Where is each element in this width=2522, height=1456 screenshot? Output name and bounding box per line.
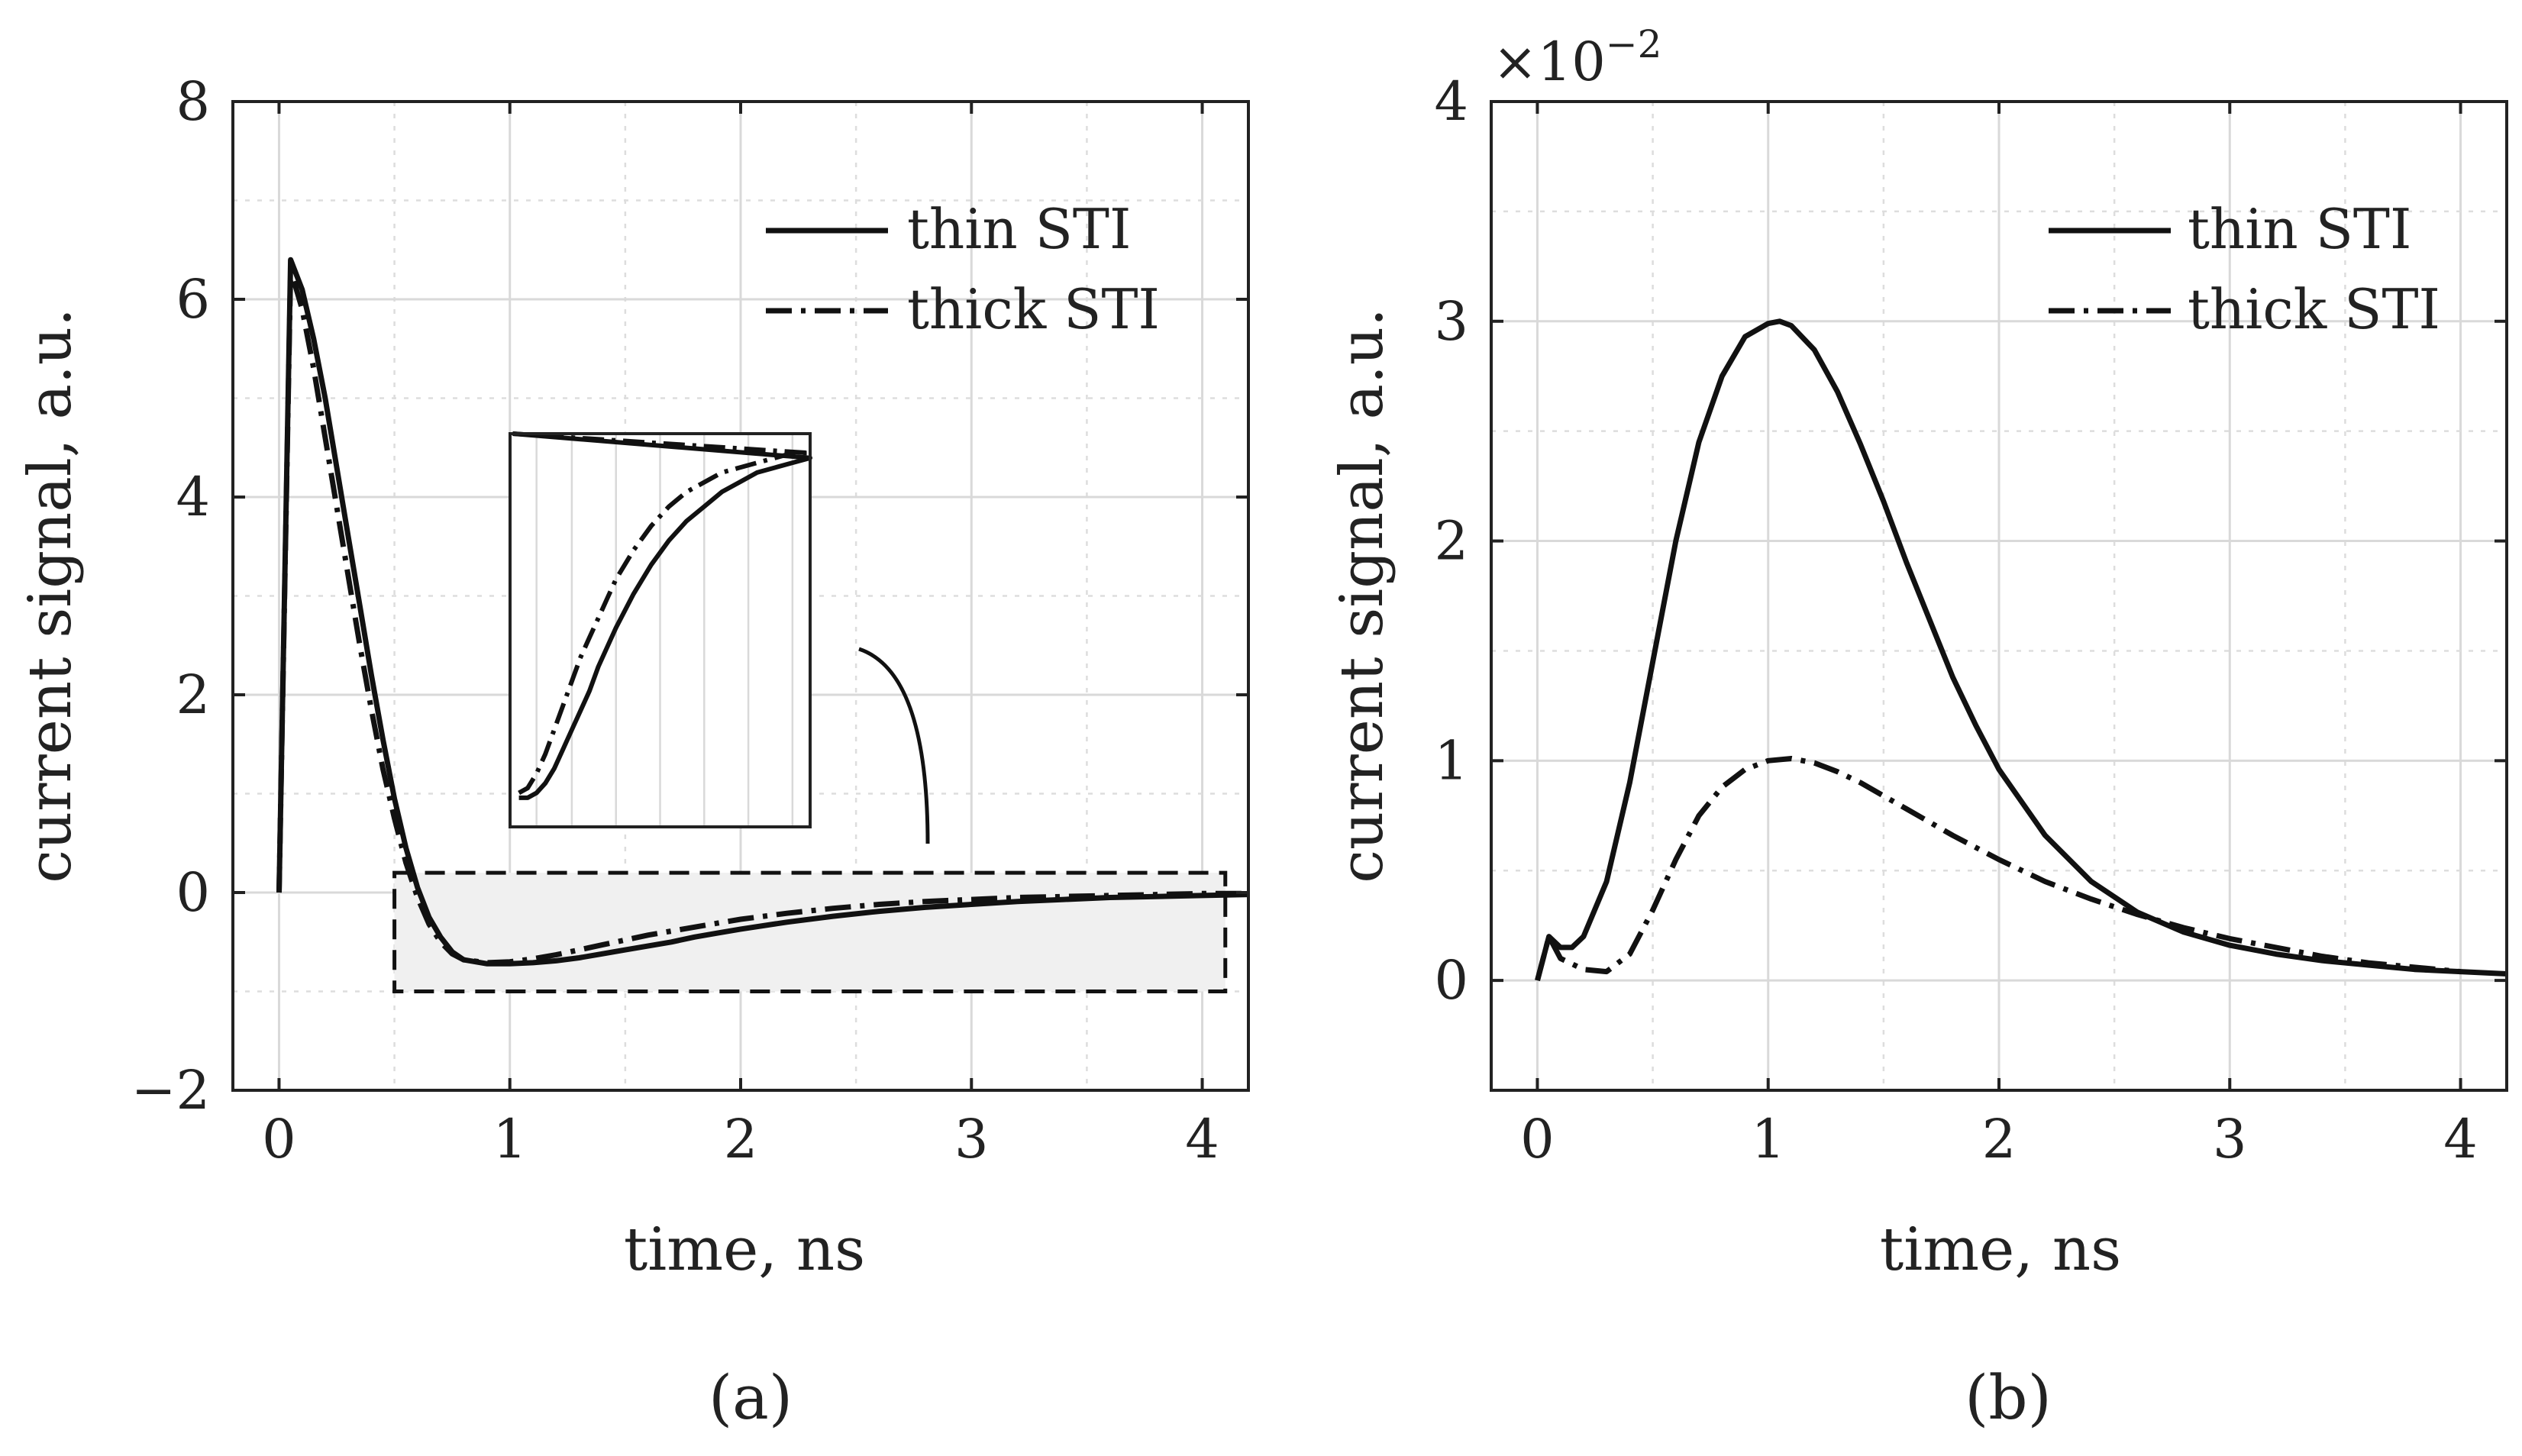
series-line-thick-sti: [276, 266, 1248, 966]
x-tick-label: 3: [954, 1108, 989, 1170]
y-axis-label-b: current signal, a.u.: [1328, 308, 1397, 883]
y-tick-label: 4: [1434, 70, 1468, 133]
zoom-box: [392, 870, 1228, 993]
x-tick-label: 1: [1751, 1108, 1785, 1170]
exponent-label: ×10−2: [1493, 22, 1661, 93]
legend-label-thick-sti: thick STI: [2188, 277, 2440, 341]
x-axis-label-a: time, ns: [624, 1215, 865, 1284]
inset-grid: [535, 434, 794, 827]
series-group-b: [1535, 318, 2507, 981]
inset-frame: [509, 432, 812, 828]
x-tick-label: 0: [1520, 1108, 1555, 1170]
y-axis-label-a: current signal, a.u.: [16, 308, 85, 883]
caption-a: (a): [709, 1362, 793, 1433]
panel-a: 0 1 2 3 4 −2 0 2 4 6 8 thin STI thick STI time, ns…: [16, 70, 1250, 1433]
legend-label-thick-sti: thick STI: [907, 277, 1160, 341]
y-tick-label: −2: [131, 1059, 210, 1122]
grid-b: [1491, 100, 2507, 1090]
inset-series-line-thick-sti: [512, 431, 812, 796]
series-line-thick-sti: [1535, 756, 2461, 981]
exponent-base: ×10: [1493, 31, 1606, 93]
inset-series: [512, 431, 812, 800]
caption-b: (b): [1965, 1362, 2052, 1433]
series-group-a: [276, 257, 1249, 967]
y-tick-label: 0: [1434, 949, 1468, 1012]
ticks-a: 0 1 2 3 4 −2 0 2 4 6 8: [131, 70, 1248, 1170]
y-tick-label: 8: [176, 70, 210, 133]
y-tick-label: 1: [1434, 729, 1468, 792]
x-tick-label: 3: [2213, 1108, 2247, 1170]
y-tick-label: 3: [1434, 290, 1468, 353]
y-tick-label: 2: [1434, 510, 1468, 573]
legend-label-thin-sti: thin STI: [2188, 197, 2411, 261]
series-line-thin-sti: [276, 257, 1249, 967]
exponent-power: −2: [1606, 22, 1662, 66]
inset-series-line-thin-sti: [512, 431, 812, 800]
x-tick-label: 2: [1982, 1108, 2017, 1170]
legend-b: thin STI thick STI: [2049, 197, 2440, 341]
x-tick-label: 4: [2443, 1108, 2478, 1170]
inset-connector-arrow: [858, 647, 930, 844]
x-tick-label: 4: [1185, 1108, 1219, 1170]
y-tick-label: 4: [176, 466, 210, 528]
x-tick-label: 1: [492, 1108, 527, 1170]
y-tick-label: 0: [176, 861, 210, 924]
panel-b: 0 1 2 3 4 0 1 2 3 4 ×10−2 thin STI thick STI time…: [1328, 22, 2508, 1433]
legend-a: thin STI thick STI: [766, 197, 1160, 341]
legend-label-thin-sti: thin STI: [907, 197, 1131, 261]
y-tick-label: 2: [176, 663, 210, 726]
ticks-b: 0 1 2 3 4 0 1 2 3 4: [1434, 70, 2507, 1170]
series-line-thin-sti: [1535, 318, 2507, 981]
inset: [509, 431, 812, 828]
x-tick-label: 2: [724, 1108, 758, 1170]
y-tick-label: 6: [176, 268, 210, 331]
x-tick-label: 0: [262, 1108, 296, 1170]
x-axis-label-b: time, ns: [1880, 1215, 2121, 1284]
